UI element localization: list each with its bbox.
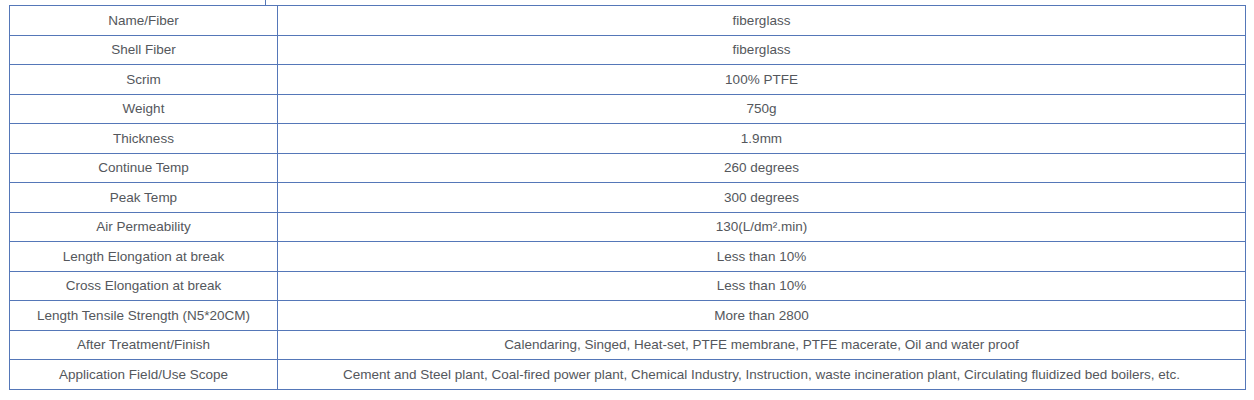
spec-value-cell: 1.9mm	[278, 124, 1246, 154]
spec-value-cell: Cement and Steel plant, Coal-fired power…	[278, 360, 1246, 390]
table-row: Air Permeability130(L/dm².min)	[10, 212, 1246, 242]
spec-value-cell: 260 degrees	[278, 153, 1246, 183]
spec-value-cell: 100% PTFE	[278, 65, 1246, 95]
table-row: Continue Temp260 degrees	[10, 153, 1246, 183]
spec-value-cell: fiberglass	[278, 6, 1246, 36]
spec-label-cell: Length Elongation at break	[10, 242, 278, 272]
spec-value-cell: Less than 10%	[278, 242, 1246, 272]
table-row: Length Elongation at breakLess than 10%	[10, 242, 1246, 272]
table-row: Shell Fiberfiberglass	[10, 35, 1246, 65]
table-row: Length Tensile Strength (N5*20CM)More th…	[10, 301, 1246, 331]
table-row: After Treatment/FinishCalendaring, Singe…	[10, 330, 1246, 360]
table-row: Cross Elongation at breakLess than 10%	[10, 271, 1246, 301]
spec-value-cell: More than 2800	[278, 301, 1246, 331]
table-row: Scrim100% PTFE	[10, 65, 1246, 95]
spec-value-cell: Calendaring, Singed, Heat-set, PTFE memb…	[278, 330, 1246, 360]
spec-value-cell: 300 degrees	[278, 183, 1246, 213]
product-spec-table: Name/FiberfiberglassShell Fiberfiberglas…	[9, 5, 1246, 390]
spec-value-cell: fiberglass	[278, 35, 1246, 65]
spec-label-cell: Peak Temp	[10, 183, 278, 213]
product-spec-page: Name/FiberfiberglassShell Fiberfiberglas…	[0, 0, 1254, 400]
table-row: Application Field/Use ScopeCement and St…	[10, 360, 1246, 390]
spec-label-cell: Cross Elongation at break	[10, 271, 278, 301]
spec-value-cell: 130(L/dm².min)	[278, 212, 1246, 242]
spec-label-cell: Continue Temp	[10, 153, 278, 183]
spec-label-cell: Length Tensile Strength (N5*20CM)	[10, 301, 278, 331]
spec-label-cell: Shell Fiber	[10, 35, 278, 65]
spec-label-cell: After Treatment/Finish	[10, 330, 278, 360]
table-row: Name/Fiberfiberglass	[10, 6, 1246, 36]
spec-label-cell: Weight	[10, 94, 278, 124]
table-row: Peak Temp300 degrees	[10, 183, 1246, 213]
spec-value-cell: Less than 10%	[278, 271, 1246, 301]
spec-label-cell: Scrim	[10, 65, 278, 95]
spec-label-cell: Air Permeability	[10, 212, 278, 242]
spec-label-cell: Thickness	[10, 124, 278, 154]
spec-value-cell: 750g	[278, 94, 1246, 124]
spec-table-container: Name/FiberfiberglassShell Fiberfiberglas…	[9, 5, 1246, 390]
table-row: Weight750g	[10, 94, 1246, 124]
spec-label-cell: Application Field/Use Scope	[10, 360, 278, 390]
table-row: Thickness1.9mm	[10, 124, 1246, 154]
spec-table-body: Name/FiberfiberglassShell Fiberfiberglas…	[10, 6, 1246, 390]
spec-label-cell: Name/Fiber	[10, 6, 278, 36]
